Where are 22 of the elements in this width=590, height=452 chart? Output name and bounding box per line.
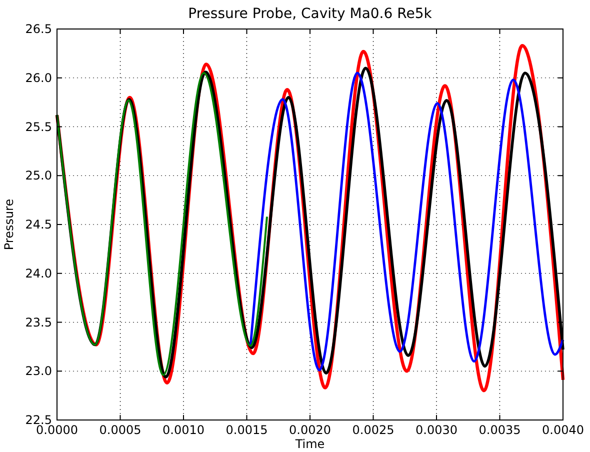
y-tick-label: 24.5 — [25, 218, 52, 232]
x-tick-label: 0.0040 — [542, 423, 584, 437]
x-tick-label: 0.0035 — [478, 423, 521, 437]
x-tick-label: 0.0010 — [162, 423, 204, 437]
y-tick-label: 23.0 — [25, 364, 52, 378]
y-axis-title: Pressure — [2, 198, 16, 250]
x-tick-label: 0.0000 — [36, 423, 78, 437]
x-tick-label: 0.0005 — [99, 423, 142, 437]
x-axis-title: Time — [294, 437, 325, 451]
x-tick-label: 0.0015 — [226, 423, 268, 437]
y-tick-label: 25.0 — [25, 168, 52, 183]
y-tick-label: 25.5 — [25, 120, 52, 134]
line-series — [56, 72, 268, 376]
line-series — [249, 72, 564, 372]
chart-title: Pressure Probe, Cavity Ma0.6 Re5k — [188, 6, 433, 22]
y-tick-label: 26.0 — [25, 70, 52, 85]
x-tick-label: 0.0025 — [352, 423, 394, 437]
x-tick-label: 0.0020 — [289, 423, 331, 437]
y-tick-label: 26.5 — [25, 22, 52, 36]
y-tick-label: 24.0 — [25, 266, 52, 280]
x-tick-label: 0.0030 — [416, 423, 458, 437]
y-tick-label: 23.5 — [25, 315, 52, 330]
